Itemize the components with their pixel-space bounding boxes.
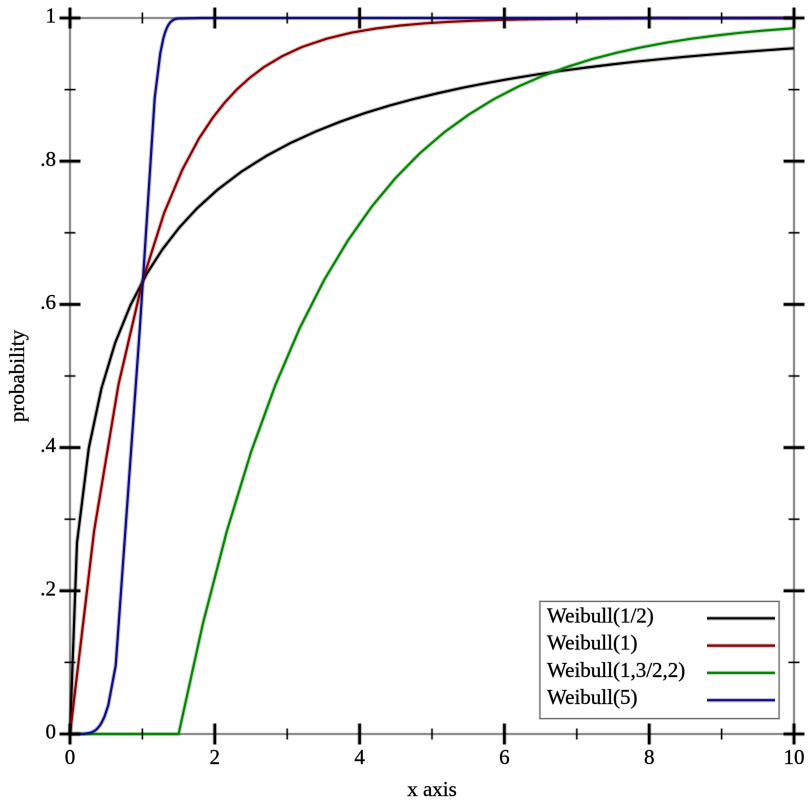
svg-text:Weibull(1,3/2,2): Weibull(1,3/2,2) (547, 658, 685, 682)
svg-text:.2: .2 (40, 576, 56, 600)
svg-text:0: 0 (65, 745, 76, 769)
svg-text:.8: .8 (40, 147, 56, 171)
svg-text:.4: .4 (40, 433, 56, 457)
svg-text:8: 8 (644, 745, 655, 769)
svg-text:Weibull(1): Weibull(1) (547, 631, 637, 655)
svg-text:6: 6 (499, 745, 510, 769)
svg-text:probability: probability (5, 329, 29, 422)
svg-text:Weibull(5): Weibull(5) (547, 685, 637, 709)
svg-text:10: 10 (784, 745, 805, 769)
svg-text:x axis: x axis (407, 777, 457, 801)
svg-text:0: 0 (46, 720, 57, 744)
svg-text:2: 2 (210, 745, 221, 769)
svg-text:1: 1 (46, 4, 57, 28)
svg-text:4: 4 (354, 745, 365, 769)
svg-text:.6: .6 (40, 290, 56, 314)
svg-text:Weibull(1/2): Weibull(1/2) (547, 603, 654, 627)
